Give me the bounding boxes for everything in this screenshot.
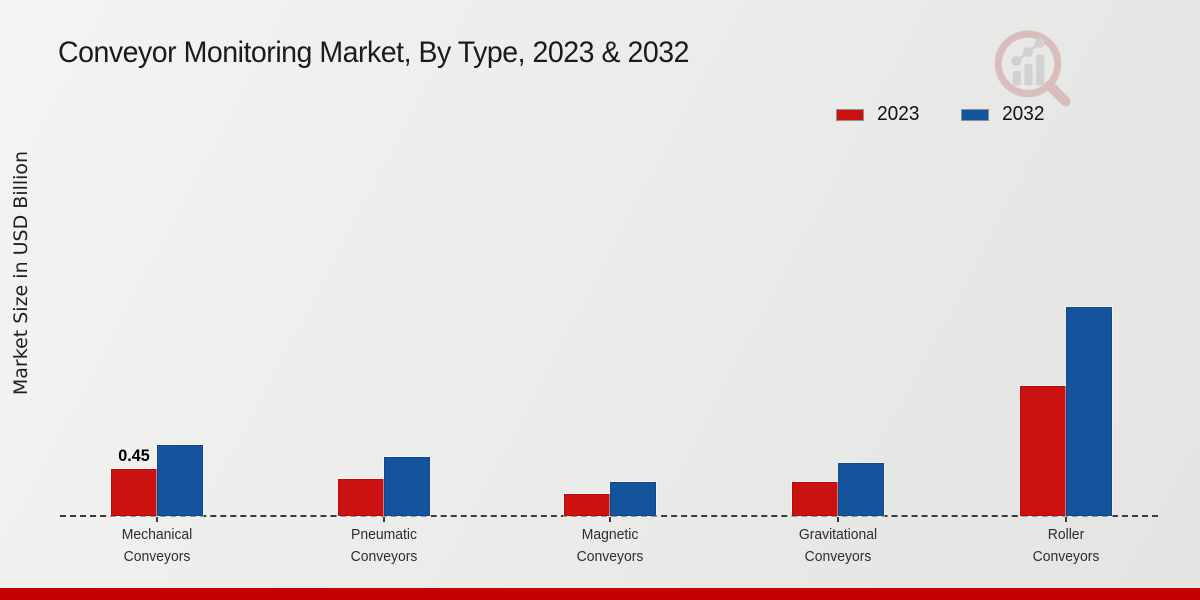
x-tick-magnetic-conveyors bbox=[609, 517, 611, 522]
x-axis-label-mechanical-conveyors: Mechanical Conveyors bbox=[121, 526, 193, 565]
legend-item-2023: 2023 bbox=[836, 103, 921, 126]
legend: 2023 2032 bbox=[836, 103, 1045, 126]
bar-2032-mechanical-conveyors bbox=[157, 445, 203, 516]
x-axis-label-pneumatic-conveyors: Pneumatic Conveyors bbox=[350, 526, 418, 565]
legend-swatch-2023 bbox=[836, 108, 864, 121]
legend-swatch-2032 bbox=[960, 108, 989, 121]
x-tick-gravitational-conveyors bbox=[837, 517, 839, 522]
x-axis-label-magnetic-conveyors: Magnetic Conveyors bbox=[576, 526, 644, 565]
x-tick-mechanical-conveyors bbox=[156, 517, 158, 522]
bar-2023-roller-conveyors bbox=[1020, 386, 1066, 516]
bar-2023-mechanical-conveyors bbox=[111, 469, 157, 516]
x-axis-label-gravitational-conveyors: Gravitational Conveyors bbox=[798, 526, 878, 565]
x-tick-pneumatic-conveyors bbox=[383, 517, 385, 522]
bar-2032-gravitational-conveyors bbox=[838, 463, 884, 516]
x-axis-label-roller-conveyors: Roller Conveyors bbox=[1032, 526, 1100, 565]
x-tick-roller-conveyors bbox=[1065, 517, 1067, 522]
bar-2023-gravitational-conveyors bbox=[792, 482, 838, 516]
bar-2032-pneumatic-conveyors bbox=[384, 457, 430, 516]
bar-2023-magnetic-conveyors bbox=[564, 494, 610, 516]
chart-title: Conveyor Monitoring Market, By Type, 202… bbox=[58, 36, 689, 69]
legend-label-2032: 2032 bbox=[1001, 103, 1044, 125]
bar-2032-magnetic-conveyors bbox=[610, 482, 656, 516]
legend-item-2032: 2032 bbox=[960, 103, 1046, 126]
magnifier-growth-logo-icon bbox=[994, 30, 1071, 107]
bar-2032-roller-conveyors bbox=[1066, 307, 1112, 516]
data-label-2023: 0.45 bbox=[118, 446, 150, 465]
bottom-accent-bar bbox=[0, 588, 1200, 600]
legend-label-2023: 2023 bbox=[877, 103, 920, 125]
x-axis-baseline bbox=[60, 515, 1158, 517]
bar-2023-pneumatic-conveyors bbox=[338, 479, 384, 516]
